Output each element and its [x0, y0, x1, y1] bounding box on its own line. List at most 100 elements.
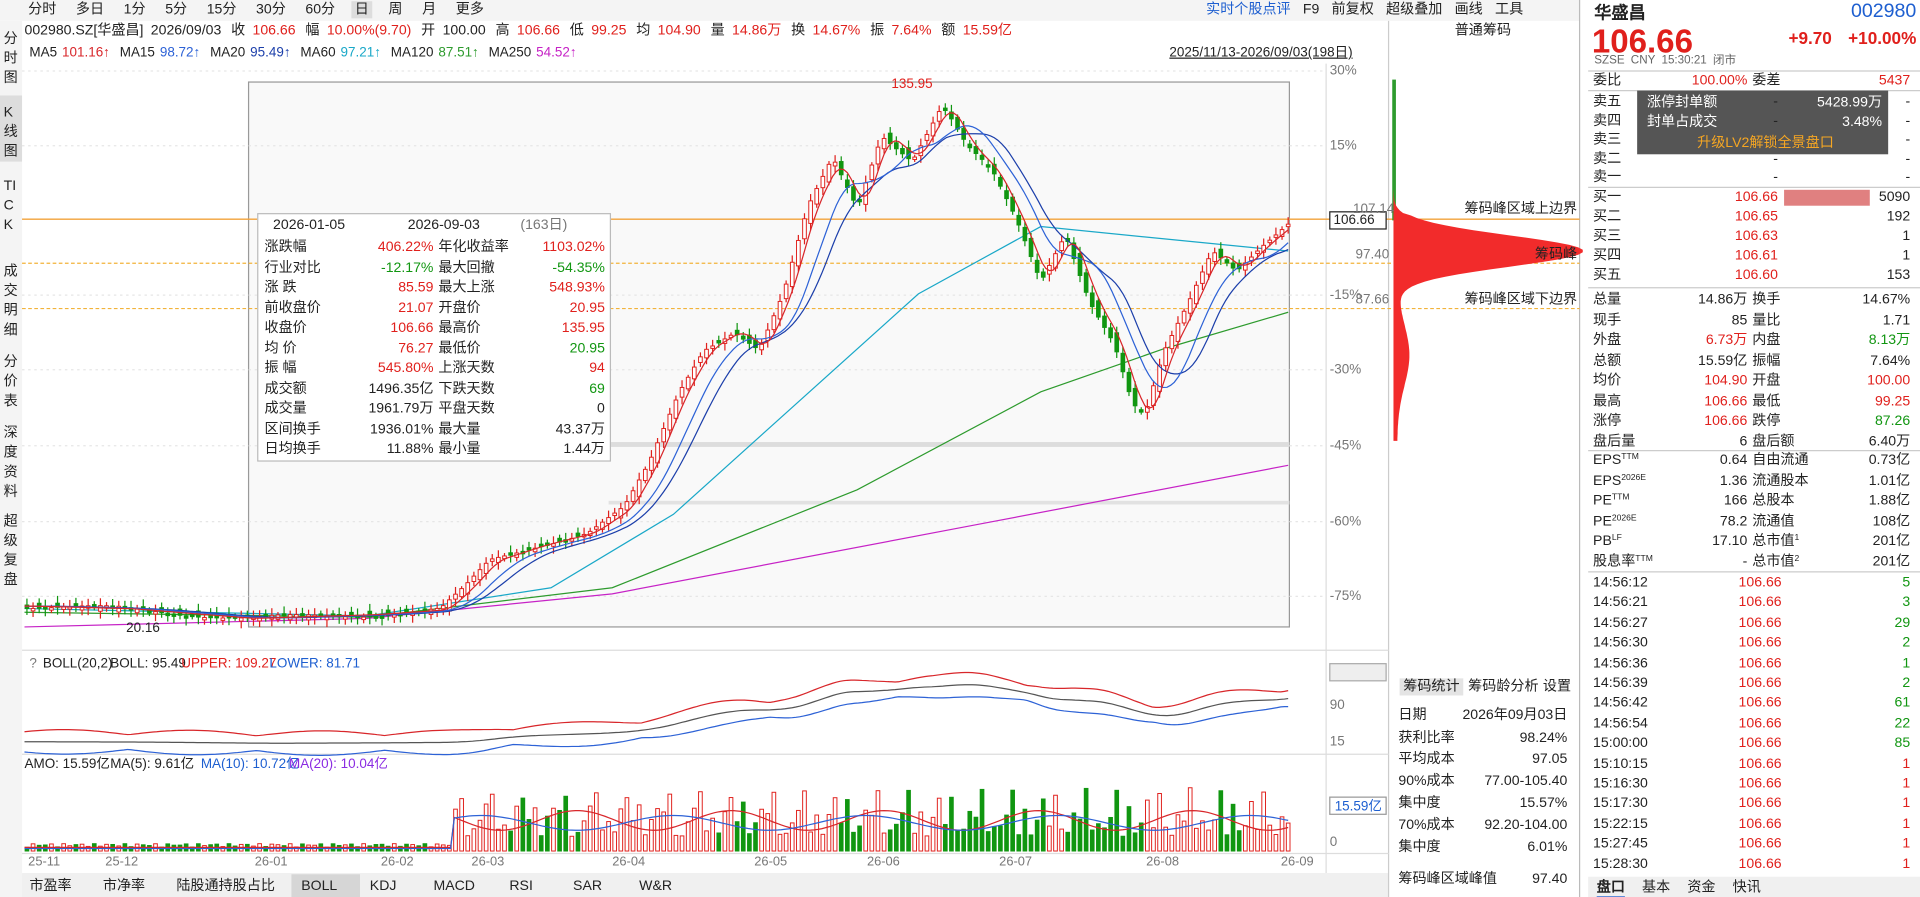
volume-bar [569, 835, 575, 852]
tick-time: 14:56:36 [1593, 655, 1648, 671]
status-row: SZSE CNY 15:30:21 闭市 [1594, 53, 1736, 70]
bid-price: 106.65 [1734, 209, 1778, 225]
indicator-tab[interactable]: SAR [573, 879, 603, 894]
fin-label: PB LF [1593, 533, 1622, 550]
volume-bar [667, 793, 673, 852]
fin-value: 201亿 [1872, 554, 1911, 569]
tick-price: 106.66 [1738, 796, 1782, 812]
sidebar-tab[interactable]: TICK [3, 178, 17, 233]
tool[interactable]: 工具 [1495, 2, 1524, 18]
chip-tab[interactable]: 筹码龄分析 [1468, 679, 1539, 695]
field-value: 99.25 [591, 23, 627, 38]
bid-vol: 192 [1886, 209, 1911, 225]
volume-bar [881, 832, 887, 852]
volume-bar [642, 834, 648, 852]
ask-label: 卖四 [1593, 113, 1622, 128]
bid-price: 106.60 [1734, 268, 1778, 283]
volume-bar [483, 803, 489, 852]
volume-bar [894, 823, 899, 852]
date-range: 2025/11/13-2026/09/03(198日) [1169, 45, 1353, 61]
period-tab[interactable]: 更多 [455, 2, 484, 18]
fin-name: 股息率 [1593, 554, 1636, 569]
indicator-tab[interactable]: W&R [639, 879, 673, 894]
tick-price: 106.66 [1738, 836, 1782, 852]
bid-vol: 1 [1902, 248, 1911, 264]
panel-tab[interactable]: 盘口 [1596, 879, 1625, 897]
chip-tab[interactable]: 设置 [1542, 679, 1572, 695]
sidebar-tab[interactable]: 深度资料 [3, 426, 18, 500]
band [608, 442, 1290, 447]
ma-label: MA60 [300, 45, 336, 61]
volume-bar [838, 822, 844, 852]
status: 闭市 [1712, 53, 1737, 68]
candle [24, 604, 30, 609]
seal-value: 5428.99万 [1817, 95, 1883, 111]
boll-upper [24, 671, 1289, 737]
period-tab[interactable]: 5分 [165, 2, 188, 18]
sidebar-tab[interactable]: 分价表 [3, 355, 18, 409]
panel-tab[interactable]: 快讯 [1732, 880, 1761, 896]
stat-label: 最大上涨 [438, 280, 495, 296]
candle [220, 617, 226, 621]
candle [967, 143, 973, 149]
stat-label: 前收盘价 [264, 300, 321, 316]
volume-bar [1187, 787, 1193, 852]
period-tab[interactable]: 15分 [206, 2, 237, 18]
ask-label: 卖三 [1593, 132, 1622, 147]
indicator-tab[interactable]: BOLL [301, 879, 338, 894]
fin-name: EPS [1593, 453, 1622, 468]
fin-value: - [1742, 554, 1748, 569]
candle [777, 300, 783, 320]
tool[interactable]: 实时个股点评 [1206, 2, 1291, 18]
stat-label: 最大回撤 [438, 260, 495, 275]
tool[interactable]: F9 [1302, 2, 1320, 18]
ask-vol: - [1905, 170, 1911, 185]
stat-label: 总量 [1593, 292, 1622, 308]
sidebar-tab[interactable]: K线图 [3, 105, 18, 160]
stat-label: 下跌天数 [438, 381, 495, 397]
indicator-tab[interactable]: RSI [509, 879, 533, 894]
panel-tab[interactable]: 资金 [1687, 880, 1716, 896]
stock-name: 华盛昌 [1594, 2, 1646, 23]
candle [783, 283, 789, 300]
candle [1138, 409, 1144, 413]
chip-tab[interactable]: 筹码统计 [1399, 678, 1464, 696]
indicator-tab[interactable]: MACD [433, 879, 475, 894]
stat-label: 最高 [1593, 393, 1622, 409]
volume-bar [1114, 789, 1120, 852]
fin-sup: LF [1611, 533, 1622, 543]
tool[interactable]: 前复权 [1331, 2, 1374, 18]
period-tab[interactable]: 月 [422, 2, 437, 18]
period-tab[interactable]: 日 [351, 1, 373, 19]
candle [802, 218, 807, 240]
period-tab[interactable]: 周 [388, 2, 403, 18]
volume-bar [673, 834, 679, 852]
period-tab[interactable]: 30分 [256, 2, 286, 18]
period-tab[interactable]: 1分 [123, 2, 146, 18]
panel-tab[interactable]: 基本 [1642, 880, 1671, 896]
tool[interactable]: 超级叠加 [1386, 2, 1443, 18]
period-tab[interactable]: 分时 [28, 2, 57, 18]
tool[interactable]: 画线 [1454, 2, 1483, 18]
candle [1016, 214, 1022, 226]
sidebar-tab[interactable]: 超级复盘 [3, 514, 18, 588]
period-tab[interactable]: 多日 [75, 2, 105, 18]
ma-value: 95.49↑ [250, 45, 291, 61]
tick-price: 106.66 [1738, 736, 1782, 751]
indicator-tab[interactable]: 市净率 [102, 879, 146, 894]
volume-bar [942, 824, 948, 852]
volume-bar [887, 829, 893, 852]
candle [704, 348, 709, 359]
tick-price: 106.66 [1738, 856, 1782, 872]
upgrade-link[interactable]: 升级LV2解锁全景盘口 [1697, 135, 1834, 151]
price-box [1329, 211, 1387, 230]
volume-bar [685, 821, 691, 852]
indicator-tab[interactable]: KDJ [369, 879, 397, 894]
indicator-tab[interactable]: 市盈率 [29, 879, 72, 894]
change-pct: +10.00% [1848, 28, 1917, 48]
sidebar-tab[interactable]: 成交明细 [3, 264, 18, 338]
bid-vol: 5090 [1878, 189, 1911, 205]
sidebar-tab[interactable]: 分时图 [3, 31, 18, 86]
period-tab[interactable]: 60分 [305, 2, 336, 18]
indicator-tab[interactable]: 陆股通持股占比 [176, 879, 275, 894]
